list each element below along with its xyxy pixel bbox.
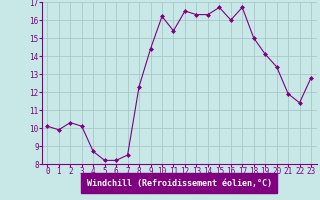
X-axis label: Windchill (Refroidissement éolien,°C): Windchill (Refroidissement éolien,°C)	[87, 179, 272, 188]
